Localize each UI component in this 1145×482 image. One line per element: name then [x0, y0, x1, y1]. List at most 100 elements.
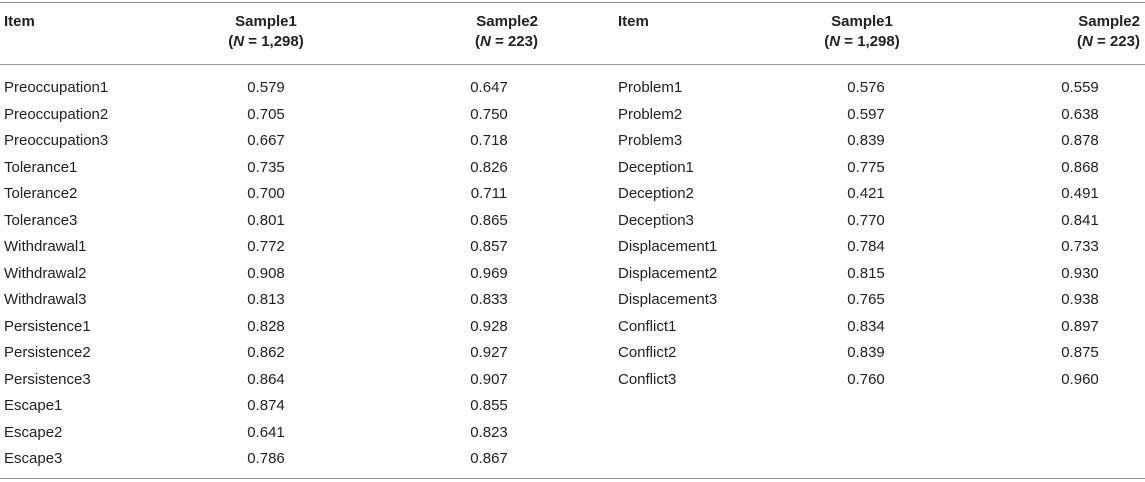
right-item-cell: Problem2 — [618, 105, 683, 123]
left-sample2-cell: 0.711 — [470, 185, 508, 202]
left-sample1-cell: 0.862 — [247, 344, 285, 361]
right-item-cell: Displacement1 — [618, 238, 718, 255]
table-row: Preoccupation3 0.667 0.718 Problem3 0.839 0.8… — [0, 129, 1145, 156]
left-item-cell: Tolerance2 — [4, 185, 78, 202]
right-sample1-cell: 0.775 — [847, 158, 885, 176]
table-row: Persistence1 0.828 0.928 Conflict1 0.834 0.89… — [0, 315, 1145, 342]
table-row: Tolerance2 0.700 0.711 Deception2 0.421 0.491 — [0, 182, 1145, 209]
left-item-cell: Escape3 — [4, 450, 63, 467]
left-sample1-cell: 0.705 — [247, 105, 285, 123]
right-sample2-cell: 0.868 — [1061, 158, 1099, 176]
header-sample2-right-title: Sample2 — [1078, 13, 1140, 30]
left-sample2-cell: 0.647 — [470, 79, 508, 96]
right-sample1-cell: 0.597 — [847, 105, 885, 123]
right-item-cell: Displacement3 — [618, 291, 718, 308]
left-sample1-cell: 0.700 — [247, 185, 285, 202]
left-item-cell: Withdrawal3 — [4, 291, 87, 308]
right-sample2-cell: 0.930 — [1061, 264, 1099, 282]
left-sample1-cell: 0.786 — [247, 450, 285, 467]
right-sample2-cell: 0.878 — [1061, 132, 1099, 149]
left-item-cell: Persistence1 — [4, 317, 91, 335]
right-sample2-cell: 0.733 — [1061, 238, 1099, 255]
table-row: Tolerance3 0.801 0.865 Deception3 0.770 0.841 — [0, 209, 1145, 236]
table-bottom-rule — [0, 478, 1145, 479]
left-sample1-cell: 0.828 — [247, 317, 285, 335]
table-header: Item Sample1 (N = 1,298) Sample2 (N = 22… — [0, 12, 1145, 62]
left-item-cell: Tolerance3 — [4, 211, 78, 229]
left-sample2-cell: 0.855 — [470, 397, 508, 414]
table-row: Escape3 0.786 0.867 — [0, 447, 1145, 474]
left-item-cell: Withdrawal1 — [4, 238, 87, 255]
header-sample1-left: Sample1 (N = 1,298) — [200, 12, 332, 52]
left-sample2-cell: 0.718 — [470, 132, 508, 149]
table-row: Escape2 0.641 0.823 — [0, 421, 1145, 448]
left-sample2-cell: 0.928 — [470, 317, 508, 335]
right-sample1-cell: 0.576 — [847, 79, 885, 96]
right-sample1-cell: 0.839 — [847, 132, 885, 149]
right-item-cell: Problem3 — [618, 132, 683, 149]
left-sample1-cell: 0.735 — [247, 158, 285, 176]
right-sample1-cell: 0.839 — [847, 344, 885, 361]
right-sample1-cell: 0.784 — [847, 238, 885, 255]
header-sample1-left-n: (N = 1,298) — [228, 33, 304, 50]
right-item-cell: Conflict2 — [618, 344, 677, 361]
right-sample1-cell: 0.421 — [847, 185, 885, 202]
table-row: Preoccupation2 0.705 0.750 Problem2 0.597 0.6… — [0, 103, 1145, 130]
left-item-cell: Persistence3 — [4, 370, 91, 388]
header-sample2-left: Sample2 (N = 223) — [400, 12, 538, 52]
left-item-cell: Escape1 — [4, 397, 63, 414]
header-rule — [0, 64, 1145, 65]
table-top-rule — [0, 2, 1145, 3]
left-sample2-cell: 0.857 — [470, 238, 508, 255]
right-sample2-cell: 0.960 — [1061, 370, 1099, 388]
left-sample1-cell: 0.801 — [247, 211, 285, 229]
table-row: Tolerance1 0.735 0.826 Deception1 0.775 0.868 — [0, 156, 1145, 183]
left-sample2-cell: 0.867 — [470, 450, 508, 467]
left-sample1-cell: 0.641 — [247, 423, 285, 441]
header-item-left: Item — [4, 13, 35, 30]
left-sample1-cell: 0.579 — [247, 79, 285, 96]
left-item-cell: Preoccupation1 — [4, 79, 109, 96]
right-sample1-cell: 0.760 — [847, 370, 885, 388]
left-item-cell: Withdrawal2 — [4, 264, 87, 282]
right-sample1-cell: 0.770 — [847, 211, 885, 229]
right-item-cell: Problem1 — [618, 79, 683, 96]
header-sample2-right: Sample2 (N = 223) — [1000, 12, 1140, 52]
table-row: Withdrawal3 0.813 0.833 Displacement3 0.765 0… — [0, 288, 1145, 315]
left-item-cell: Preoccupation2 — [4, 105, 109, 123]
left-item-cell: Escape2 — [4, 423, 63, 441]
left-sample2-cell: 0.865 — [470, 211, 508, 229]
left-sample2-cell: 0.927 — [470, 344, 508, 361]
right-sample2-cell: 0.897 — [1061, 317, 1099, 335]
left-sample1-cell: 0.874 — [247, 397, 285, 414]
right-item-cell: Conflict1 — [618, 317, 677, 335]
left-item-cell: Tolerance1 — [4, 158, 78, 176]
right-item-cell: Deception2 — [618, 185, 694, 202]
right-sample2-cell: 0.938 — [1061, 291, 1099, 308]
left-sample2-cell: 0.907 — [470, 370, 508, 388]
left-sample1-cell: 0.864 — [247, 370, 285, 388]
left-sample1-cell: 0.772 — [247, 238, 285, 255]
left-sample2-cell: 0.833 — [470, 291, 508, 308]
right-item-cell: Deception1 — [618, 158, 694, 176]
header-sample1-right-title: Sample1 — [831, 13, 893, 30]
header-item-right: Item — [618, 13, 649, 30]
left-sample2-cell: 0.823 — [470, 423, 508, 441]
left-sample2-cell: 0.750 — [470, 105, 508, 123]
left-item-cell: Preoccupation3 — [4, 132, 109, 149]
left-sample1-cell: 0.908 — [247, 264, 285, 282]
right-item-cell: Displacement2 — [618, 264, 718, 282]
right-sample2-cell: 0.491 — [1061, 185, 1099, 202]
header-sample1-right: Sample1 (N = 1,298) — [796, 12, 928, 52]
header-sample2-left-title: Sample2 — [476, 13, 538, 30]
right-sample1-cell: 0.815 — [847, 264, 885, 282]
table-row: Withdrawal2 0.908 0.969 Displacement2 0.815 0… — [0, 262, 1145, 289]
table-row: Persistence2 0.862 0.927 Conflict2 0.839 0.87… — [0, 341, 1145, 368]
table-row: Escape1 0.874 0.855 — [0, 394, 1145, 421]
header-sample1-right-n: (N = 1,298) — [824, 33, 900, 50]
right-sample2-cell: 0.638 — [1061, 105, 1099, 123]
left-sample2-cell: 0.826 — [470, 158, 508, 176]
right-item-cell: Conflict3 — [618, 370, 677, 388]
header-sample2-left-n: (N = 223) — [475, 33, 538, 50]
